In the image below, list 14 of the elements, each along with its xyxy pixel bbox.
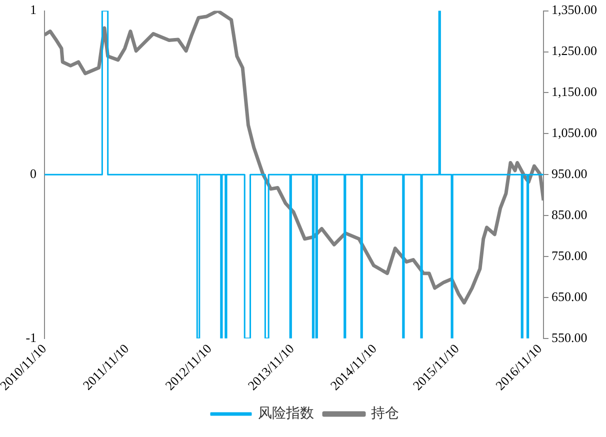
y2-tick-label: 850.00 bbox=[552, 206, 588, 222]
y2-tick-label: 1,150.00 bbox=[552, 84, 597, 100]
y2-tick-label: 1,250.00 bbox=[552, 43, 597, 58]
y2-tick-label: 550.00 bbox=[552, 330, 588, 345]
legend-label: 持仓 bbox=[371, 406, 399, 422]
y-tick-label: 1 bbox=[30, 2, 37, 18]
y2-tick-label: 750.00 bbox=[552, 248, 588, 263]
y-tick-label: -1 bbox=[26, 330, 37, 345]
y2-tick-label: 950.00 bbox=[552, 166, 588, 182]
legend-label: 风险指数 bbox=[258, 406, 314, 422]
y2-tick-label: 650.00 bbox=[552, 288, 588, 304]
y2-tick-label: 1,350.00 bbox=[552, 2, 597, 18]
y2-tick-label: 1,050.00 bbox=[552, 125, 597, 140]
y-tick-label: 0 bbox=[30, 166, 37, 182]
